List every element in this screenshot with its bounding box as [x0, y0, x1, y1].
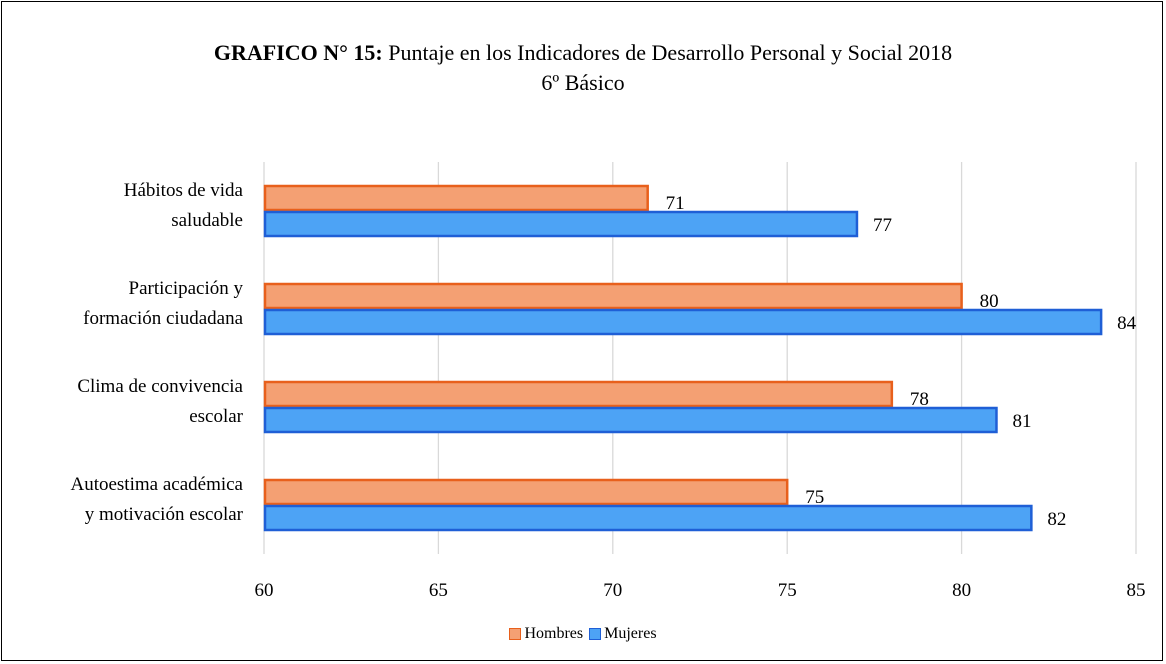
- data-label: 71: [666, 193, 685, 214]
- category-label: Autoestima académica: [70, 474, 243, 495]
- category-label: saludable: [171, 210, 243, 231]
- data-label: 82: [1047, 509, 1066, 530]
- data-label: 81: [1012, 411, 1031, 432]
- chart-subtitle: 6º Básico: [541, 70, 625, 95]
- data-label: 77: [873, 215, 892, 236]
- x-tick-label: 85: [1127, 580, 1146, 601]
- data-label: 78: [910, 389, 929, 410]
- legend-swatch: [509, 628, 522, 640]
- x-tick-label: 65: [429, 580, 448, 601]
- bar-mujeres: [263, 406, 998, 434]
- category-label: formación ciudadana: [83, 308, 243, 329]
- category-label: Clima de convivencia: [77, 376, 243, 397]
- bar-hombres: [263, 184, 649, 212]
- bar-mujeres: [263, 308, 1103, 336]
- legend-item-mujeres: Mujeres: [589, 625, 657, 643]
- chart-title: GRAFICO N° 15: Puntaje en los Indicadore…: [0, 38, 1166, 98]
- bar-mujeres: [263, 210, 859, 238]
- legend-label: Hombres: [524, 625, 584, 642]
- x-tick-label: 60: [255, 580, 274, 601]
- category-label: Hábitos de vida: [124, 180, 244, 201]
- bar-mujeres: [263, 504, 1033, 532]
- data-label: 80: [980, 291, 999, 312]
- data-label: 84: [1117, 313, 1137, 334]
- category-label: y motivación escolar: [85, 504, 244, 525]
- category-label: escolar: [189, 406, 243, 427]
- x-tick-label: 70: [603, 580, 622, 601]
- legend: Hombres Mujeres: [0, 625, 1166, 645]
- chart-title-bold: GRAFICO N° 15:: [213, 40, 383, 65]
- bar-hombres: [263, 380, 894, 408]
- chart-title-rest: Puntaje en los Indicadores de Desarrollo…: [382, 40, 953, 65]
- category-label: Participación y: [129, 278, 244, 299]
- bar-hombres: [263, 478, 789, 506]
- legend-item-hombres: Hombres: [509, 625, 583, 643]
- data-label: 75: [805, 487, 824, 508]
- legend-swatch: [589, 628, 602, 640]
- x-tick-label: 80: [952, 580, 971, 601]
- legend-label: Mujeres: [604, 625, 657, 642]
- bar-hombres: [263, 282, 963, 310]
- x-tick-label: 75: [778, 580, 797, 601]
